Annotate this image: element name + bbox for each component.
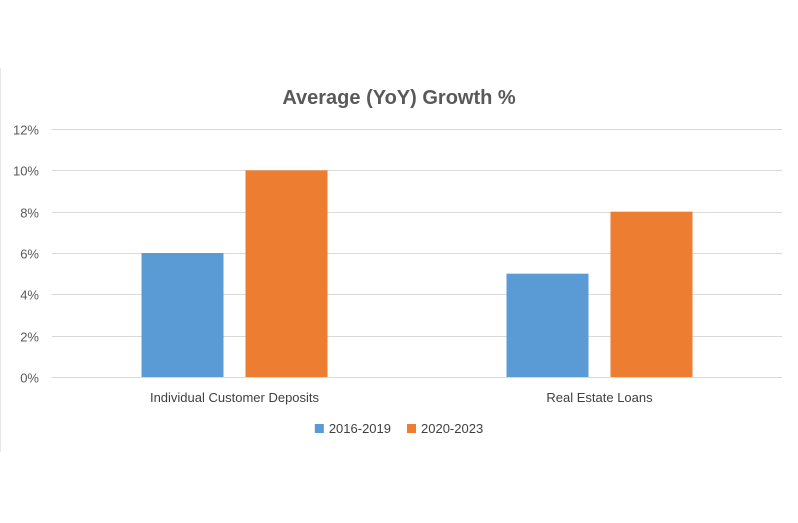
- legend-item: 2020-2023: [407, 421, 483, 436]
- y-axis-ticks: 0% 2% 4% 6% 8% 10% 12%: [13, 123, 39, 386]
- bar-2020-2023-1: [245, 170, 328, 377]
- y-tick-label: 8%: [20, 206, 39, 221]
- legend-item: 2016-2019: [314, 421, 391, 436]
- y-tick-label: 0%: [20, 371, 39, 386]
- legend-swatch: [314, 424, 324, 433]
- y-tick-label: 6%: [20, 247, 39, 262]
- bar-2020-2023-2: [610, 211, 693, 377]
- x-category-label: Real Estate Loans: [546, 390, 653, 405]
- bar-2016-2019-2: [506, 273, 589, 377]
- bar-2016-2019-1: [141, 253, 224, 377]
- legend-label: 2016-2019: [329, 421, 391, 436]
- legend-swatch: [407, 424, 416, 433]
- legend: 2016-2019 2020-2023: [314, 421, 483, 436]
- x-category-label: Individual Customer Deposits: [150, 390, 320, 405]
- bars: [141, 170, 693, 377]
- y-tick-label: 10%: [13, 164, 39, 179]
- y-tick-label: 2%: [20, 330, 39, 345]
- y-tick-label: 12%: [13, 123, 39, 138]
- x-axis-categories: Individual Customer Deposits Real Estate …: [150, 390, 653, 405]
- y-tick-label: 4%: [20, 288, 39, 303]
- legend-label: 2020-2023: [421, 421, 483, 436]
- chart-title: Average (YoY) Growth %: [282, 87, 516, 109]
